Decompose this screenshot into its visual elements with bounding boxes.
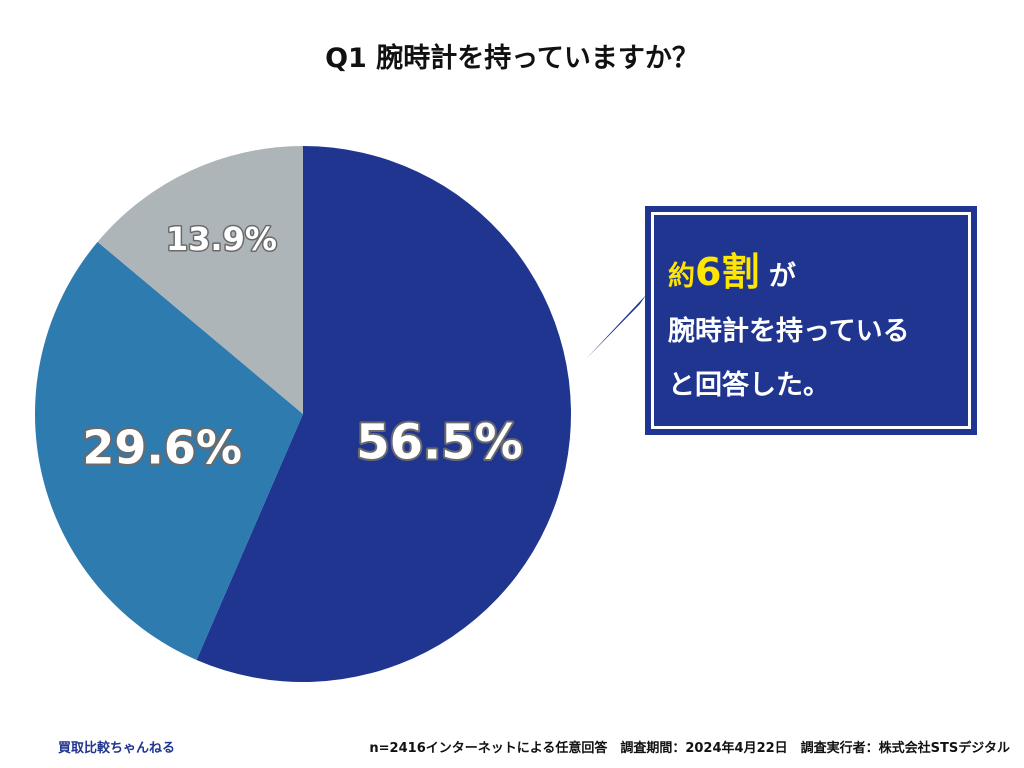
footer-brand: 買取比較ちゃんねる <box>58 741 176 756</box>
callout-number: 6割 <box>695 250 760 294</box>
callout-border: 約6割 が 腕時計を持っている と回答した。 <box>651 212 971 429</box>
pie-slice-label-3: 13.9% <box>166 220 277 258</box>
callout-line-2: 腕時計を持っている <box>668 316 910 347</box>
callout-pointer-triangle <box>586 295 646 359</box>
pie-slice-1 <box>196 146 571 682</box>
footer-note: n=2416インターネットによる任意回答 調査期間：2024年4月22日 調査実… <box>369 741 1010 756</box>
pie-slice-2 <box>35 241 303 660</box>
callout-box: 約6割 が 腕時計を持っている と回答した。 <box>645 206 977 435</box>
callout-line-3: と回答した。 <box>668 370 830 401</box>
callout-pointer <box>586 295 646 359</box>
chart-title: Q1 腕時計を持っていますか？ <box>325 43 699 74</box>
pie-slice-label-1: 56.5% <box>356 414 523 470</box>
callout-headline: 約6割 が <box>668 241 796 296</box>
callout-prefix: 約 <box>668 261 695 292</box>
pie-slice-3 <box>97 146 304 414</box>
pie-slice-label-2: 29.6% <box>82 420 242 474</box>
callout-suffix: が <box>768 261 796 292</box>
